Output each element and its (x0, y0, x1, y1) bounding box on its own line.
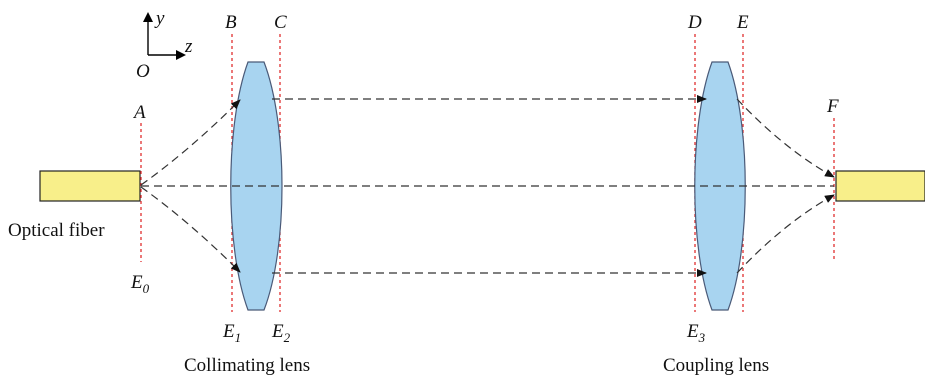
plane-d-label: D (687, 12, 702, 33)
field-label-e1: E1 (222, 321, 241, 345)
y-axis-label: y (154, 8, 165, 29)
rays (140, 95, 835, 277)
coordinate-axes: y z O (136, 8, 193, 82)
y-axis-arrow-icon (143, 12, 153, 22)
z-axis-label: z (184, 36, 193, 57)
upper-converging-ray (736, 98, 835, 178)
upper-diverging-ray (140, 99, 241, 186)
origin-label: O (136, 61, 150, 82)
input-fiber (39, 170, 141, 202)
output-fiber (835, 170, 925, 202)
plane-f-label: F (826, 96, 839, 117)
coupling-lens-caption: Coupling lens (663, 355, 769, 376)
plane-a-label: A (132, 102, 146, 123)
collimating-lens (230, 61, 283, 311)
field-label-e2: E2 (271, 321, 291, 345)
optical-fiber-caption: Optical fiber (8, 220, 105, 241)
z-axis-arrow-icon (176, 50, 186, 60)
field-label-e0: E0 (130, 272, 150, 296)
plane-e-label: E (736, 12, 749, 33)
plane-b-label: B (225, 12, 237, 33)
collimating-lens-caption: Collimating lens (184, 355, 310, 376)
field-label-e3: E3 (686, 321, 706, 345)
lower-converging-ray (736, 194, 835, 274)
lower-diverging-ray (140, 186, 241, 273)
plane-c-label: C (274, 12, 287, 33)
